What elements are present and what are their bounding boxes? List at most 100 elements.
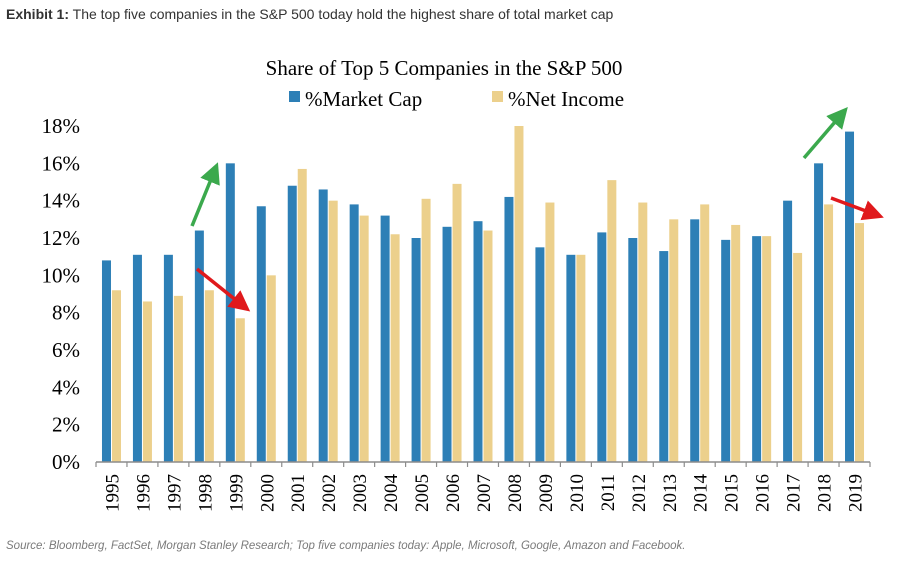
x-tick-label-2004: 2004 bbox=[381, 474, 402, 513]
bar-market-cap-1996 bbox=[132, 254, 142, 462]
bars bbox=[101, 126, 865, 463]
x-tick-label-2009: 2009 bbox=[536, 474, 557, 512]
x-tick-label-2016: 2016 bbox=[753, 474, 774, 512]
bar-net-income-2006 bbox=[452, 183, 462, 462]
bar-net-income-2018 bbox=[824, 204, 834, 462]
x-tick-label-2018: 2018 bbox=[815, 474, 836, 512]
bar-market-cap-2013 bbox=[659, 251, 669, 462]
bar-market-cap-2011 bbox=[597, 232, 607, 462]
y-tick-label: 0% bbox=[52, 450, 80, 474]
x-tick-label-2011: 2011 bbox=[598, 474, 619, 511]
bar-market-cap-2008 bbox=[504, 196, 514, 462]
bar-market-cap-2000 bbox=[256, 206, 266, 462]
exhibit-label: Exhibit 1: bbox=[6, 6, 70, 22]
x-tick-label-2019: 2019 bbox=[846, 474, 867, 512]
bar-market-cap-2004 bbox=[380, 215, 390, 462]
bar-net-income-1996 bbox=[142, 301, 152, 462]
bar-net-income-2002 bbox=[328, 200, 338, 462]
bar-net-income-2009 bbox=[545, 202, 555, 463]
bar-net-income-2004 bbox=[390, 234, 400, 462]
bar-market-cap-2017 bbox=[783, 200, 793, 462]
bar-net-income-2012 bbox=[638, 202, 648, 463]
y-axis: 0% 2% 4% 6% 8% 10% 12% 14% 16% 18% bbox=[42, 114, 81, 474]
bar-market-cap-1997 bbox=[163, 254, 173, 462]
bar-market-cap-2001 bbox=[287, 185, 297, 462]
bar-market-cap-2018 bbox=[814, 163, 824, 463]
bar-market-cap-2015 bbox=[721, 239, 731, 462]
x-tick-label-2017: 2017 bbox=[784, 474, 805, 512]
bar-net-income-2011 bbox=[607, 180, 617, 462]
y-tick-label: 10% bbox=[42, 263, 81, 287]
y-tick-label: 18% bbox=[42, 114, 81, 138]
bar-market-cap-2016 bbox=[752, 236, 762, 462]
y-tick-label: 12% bbox=[42, 226, 81, 250]
bar-net-income-2013 bbox=[669, 219, 679, 462]
x-tick-label-2003: 2003 bbox=[350, 474, 371, 512]
bar-market-cap-2005 bbox=[411, 238, 421, 462]
y-tick-label: 4% bbox=[52, 375, 80, 399]
bar-net-income-2014 bbox=[700, 204, 710, 462]
exhibit-caption-text: The top five companies in the S&P 500 to… bbox=[72, 6, 614, 22]
x-tick-label-2006: 2006 bbox=[443, 474, 464, 512]
trend-arrows bbox=[190, 107, 884, 312]
bar-net-income-2007 bbox=[483, 230, 493, 462]
red-down-arrow-2019 bbox=[830, 196, 884, 221]
x-tick-label-2001: 2001 bbox=[288, 474, 309, 512]
source-note: Source: Bloomberg, FactSet, Morgan Stanl… bbox=[6, 540, 686, 552]
exhibit-caption: Exhibit 1: The top five companies in the… bbox=[6, 6, 613, 22]
bar-market-cap-1999 bbox=[225, 163, 235, 463]
y-tick-label: 6% bbox=[52, 338, 80, 362]
legend-label-market-cap: %Market Cap bbox=[305, 87, 422, 111]
legend: %Market Cap %Net Income bbox=[289, 87, 624, 111]
bar-net-income-2005 bbox=[421, 198, 431, 463]
green-up-arrow-2019 bbox=[802, 107, 848, 160]
bar-market-cap-2010 bbox=[566, 254, 576, 462]
x-tick-label-2010: 2010 bbox=[567, 474, 588, 512]
bar-net-income-2015 bbox=[731, 224, 741, 462]
bar-market-cap-2012 bbox=[628, 238, 638, 462]
x-tick-label-1997: 1997 bbox=[164, 474, 185, 512]
bar-market-cap-1995 bbox=[101, 260, 111, 462]
bar-market-cap-2009 bbox=[535, 247, 545, 462]
legend-label-net-income: %Net Income bbox=[508, 87, 624, 111]
x-tick-label-2013: 2013 bbox=[660, 474, 681, 512]
chart-title: Share of Top 5 Companies in the S&P 500 bbox=[266, 56, 623, 80]
x-tick-label-2007: 2007 bbox=[474, 474, 495, 512]
bar-net-income-2003 bbox=[359, 215, 369, 462]
x-axis: 1995 1996 1997 1998 1999 2000 2001 2002 2003 2004… bbox=[95, 461, 871, 513]
y-tick-label: 14% bbox=[42, 189, 81, 213]
x-tick-label-2000: 2000 bbox=[257, 474, 278, 512]
bar-net-income-2016 bbox=[762, 236, 772, 462]
green-up-arrow-1999 bbox=[190, 162, 220, 227]
x-tick-label-2005: 2005 bbox=[412, 474, 433, 512]
bar-net-income-2017 bbox=[793, 252, 803, 462]
red-down-arrow-1999 bbox=[195, 267, 251, 312]
y-tick-label: 8% bbox=[52, 301, 80, 325]
bar-market-cap-2014 bbox=[690, 219, 700, 462]
bar-net-income-2010 bbox=[576, 254, 586, 462]
x-tick-label-2014: 2014 bbox=[691, 474, 712, 513]
y-tick-label: 16% bbox=[42, 151, 81, 175]
x-tick-label-1999: 1999 bbox=[226, 474, 247, 512]
bar-market-cap-2007 bbox=[473, 221, 483, 462]
bar-market-cap-2002 bbox=[318, 189, 328, 462]
x-tick-label-2015: 2015 bbox=[722, 474, 743, 512]
x-tick-label-1998: 1998 bbox=[195, 474, 216, 512]
bar-market-cap-1998 bbox=[194, 230, 204, 462]
x-tick-label-1995: 1995 bbox=[102, 474, 123, 512]
x-tick-label-1996: 1996 bbox=[133, 474, 154, 512]
bar-net-income-2008 bbox=[514, 126, 524, 462]
bar-net-income-1999 bbox=[235, 318, 245, 462]
legend-swatch-market-cap bbox=[289, 91, 300, 102]
bar-net-income-2019 bbox=[855, 223, 865, 462]
bar-net-income-1995 bbox=[111, 290, 121, 462]
y-tick-label: 2% bbox=[52, 413, 80, 437]
bar-net-income-2001 bbox=[297, 168, 307, 462]
x-tick-label-2008: 2008 bbox=[505, 474, 526, 512]
x-tick-label-2012: 2012 bbox=[629, 474, 650, 512]
bar-net-income-2000 bbox=[266, 275, 276, 462]
x-tick-label-2002: 2002 bbox=[319, 474, 340, 512]
bar-market-cap-2003 bbox=[349, 204, 359, 462]
bar-market-cap-2006 bbox=[442, 226, 452, 462]
